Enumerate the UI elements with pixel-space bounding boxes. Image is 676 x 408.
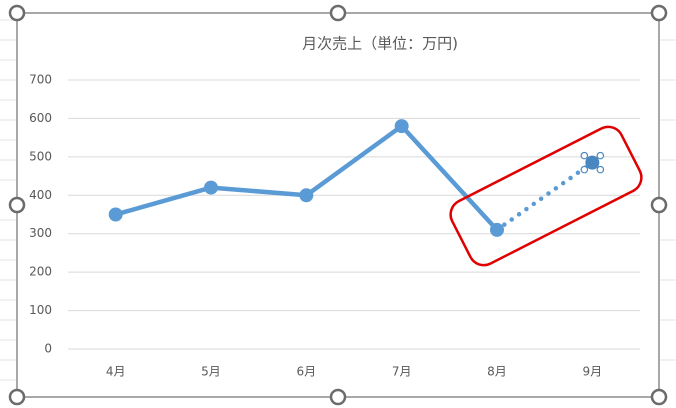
data-point (108, 207, 123, 222)
handle[interactable] (650, 388, 668, 406)
handle[interactable] (8, 196, 26, 214)
data-point (490, 222, 504, 237)
point-handle (580, 165, 589, 174)
x-tick-label: 7月 (392, 365, 412, 379)
data-point (394, 119, 409, 134)
point-handle (596, 165, 605, 174)
series-line-dotted (494, 160, 595, 233)
x-tick-label: 9月 (583, 365, 603, 379)
selection-handles (8, 4, 668, 406)
y-tick-label: 600 (29, 111, 52, 125)
handle[interactable] (329, 388, 347, 406)
x-tick-label: 4月 (106, 365, 126, 379)
sheet-cells (0, 19, 676, 381)
handle[interactable] (650, 196, 668, 214)
y-tick-label: 300 (29, 226, 52, 240)
x-tick-label: 5月 (201, 365, 221, 379)
handle[interactable] (8, 4, 26, 22)
point-handle (580, 151, 589, 160)
y-tick-label: 700 (29, 73, 52, 87)
point-handle (596, 151, 605, 160)
x-tick-label: 6月 (297, 365, 317, 379)
y-tick-label: 0 (44, 342, 52, 356)
y-tick-label: 100 (29, 303, 52, 317)
handle[interactable] (8, 388, 26, 406)
y-tick-label: 400 (29, 188, 52, 202)
y-tick-label: 500 (29, 149, 52, 163)
data-point (299, 188, 314, 203)
chart-area[interactable] (16, 12, 660, 398)
data-point (585, 155, 600, 170)
data-point (204, 180, 218, 195)
handle[interactable] (650, 4, 668, 22)
x-tick-label: 8月 (487, 365, 507, 379)
highlight-box (449, 125, 643, 267)
chart-title: 月次売上（単位：万円) (302, 35, 458, 53)
y-tick-label: 200 (29, 265, 52, 279)
handle[interactable] (329, 4, 347, 22)
